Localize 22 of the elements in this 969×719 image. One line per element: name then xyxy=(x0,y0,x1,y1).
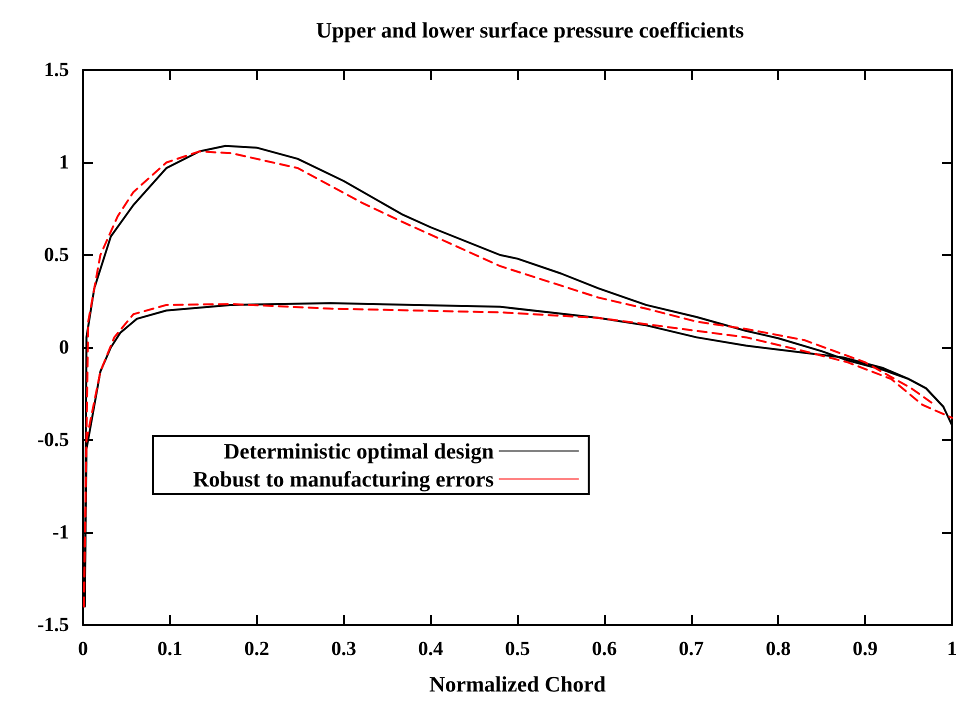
legend-label: Robust to manufacturing errors xyxy=(192,466,494,492)
x-tick-label: 0.8 xyxy=(766,638,791,660)
y-tick-label: 0.5 xyxy=(44,244,69,266)
y-tick-label: -1.5 xyxy=(37,614,69,636)
x-tick-label: 0.2 xyxy=(244,638,270,660)
y-tick-label: 1 xyxy=(59,152,69,174)
y-tick-label: -1 xyxy=(52,522,69,544)
y-tick-label: 0 xyxy=(59,336,69,358)
x-tick-label: 0 xyxy=(78,638,88,660)
y-tick-label: -0.5 xyxy=(37,429,69,451)
x-tick-label: 1 xyxy=(947,638,957,660)
x-tick-label: 0.4 xyxy=(418,638,444,660)
chart-title: Upper and lower surface pressure coefficients xyxy=(316,18,744,42)
x-tick-label: 0.1 xyxy=(157,638,182,660)
x-tick-label: 0.3 xyxy=(331,638,356,660)
x-tick-label: 0.7 xyxy=(678,638,704,660)
x-axis-title: Normalized Chord xyxy=(429,672,606,696)
x-tick-label: 0.9 xyxy=(852,638,878,660)
x-tick-label: 0.5 xyxy=(505,638,530,660)
legend-label: Deterministic optimal design xyxy=(224,438,494,464)
x-tick-label: 0.6 xyxy=(592,638,617,660)
y-tick-label: 1.5 xyxy=(44,59,69,81)
